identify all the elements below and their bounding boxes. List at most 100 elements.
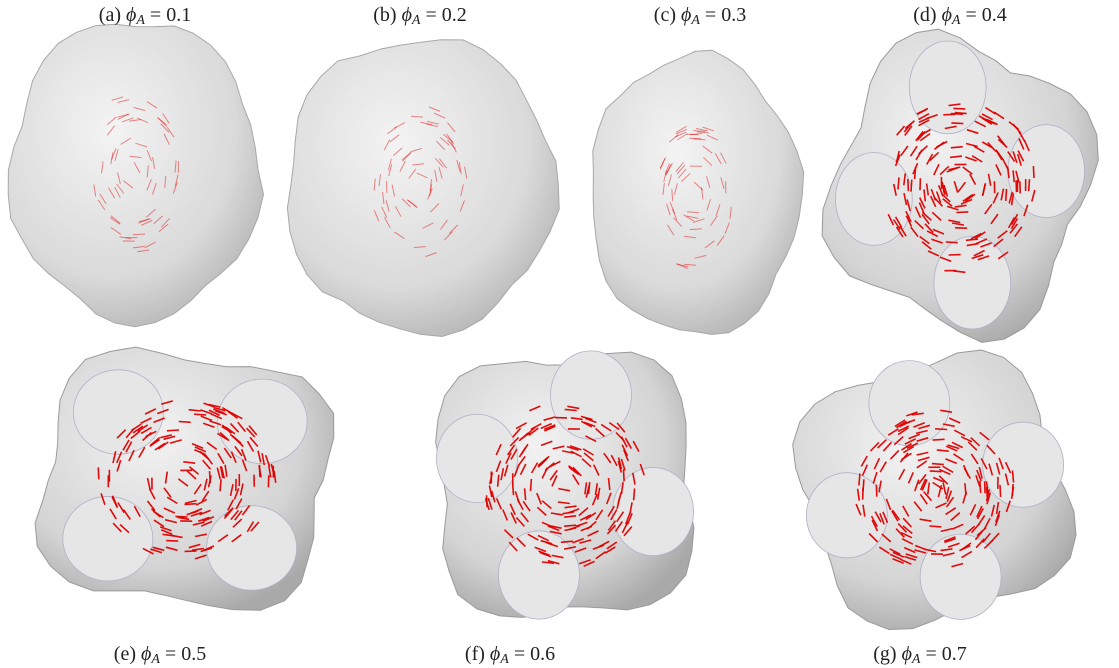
panel-label: (e) xyxy=(114,643,136,665)
lobe xyxy=(983,422,1064,507)
director xyxy=(98,467,99,479)
director xyxy=(1033,166,1034,178)
director xyxy=(951,147,963,148)
relation: = xyxy=(925,643,936,665)
director xyxy=(564,525,576,526)
caption: (a) ϕA =0.1 xyxy=(99,4,191,29)
subscript: A xyxy=(135,13,145,28)
caption: (d) ϕA=0.4 xyxy=(913,4,1007,29)
panel: (a) ϕA =0.1 xyxy=(8,4,263,327)
value: 0.7 xyxy=(942,643,967,665)
value: 0.3 xyxy=(721,4,746,26)
panel: (c) ϕA=0.3 xyxy=(593,4,804,335)
director xyxy=(210,471,211,483)
lobe xyxy=(63,496,153,580)
director xyxy=(929,526,941,527)
director xyxy=(980,481,981,493)
director xyxy=(194,414,206,415)
panel-label: (d) xyxy=(913,4,936,26)
caption: (g) ϕA = 0.7 xyxy=(873,643,967,668)
director xyxy=(946,242,958,243)
director xyxy=(956,212,968,213)
director xyxy=(863,479,864,491)
surface xyxy=(8,24,263,327)
director xyxy=(179,422,191,423)
symbol: ϕ xyxy=(126,4,136,26)
relation: = xyxy=(965,4,976,26)
symbol: ϕ xyxy=(141,643,151,665)
subscript: A xyxy=(411,13,421,28)
value: 0.2 xyxy=(442,4,467,26)
director xyxy=(1000,485,1001,497)
lobe xyxy=(920,534,1001,619)
panel-label: (c) xyxy=(654,4,676,26)
value: 0.5 xyxy=(181,643,206,665)
panel-label: (a) xyxy=(99,4,121,26)
subscript: A xyxy=(499,652,509,667)
subscript: A xyxy=(150,652,160,667)
panel: (g) ϕA = 0.7 xyxy=(793,350,1076,667)
panel-label: (b) xyxy=(373,4,396,26)
relation: = xyxy=(165,643,176,665)
director xyxy=(985,481,986,493)
lobe xyxy=(934,236,1011,329)
director xyxy=(953,108,965,109)
symbol: ϕ xyxy=(681,4,691,26)
symbol: ϕ xyxy=(942,4,952,26)
lobe xyxy=(835,153,912,246)
surface xyxy=(287,40,559,337)
director xyxy=(951,123,963,124)
director xyxy=(634,488,635,500)
symbol: ϕ xyxy=(402,4,412,26)
caption: (b) ϕA = 0.2 xyxy=(373,4,467,29)
panel: (f) ϕA =0.6 xyxy=(436,351,694,667)
director xyxy=(932,464,944,465)
director xyxy=(1029,179,1030,191)
lobe xyxy=(207,506,297,590)
relation: = xyxy=(150,4,161,26)
director xyxy=(561,541,573,542)
director xyxy=(1006,189,1007,201)
panel-label: (g) xyxy=(873,643,896,665)
director xyxy=(175,516,187,517)
value: 0.4 xyxy=(982,4,1007,26)
director xyxy=(1013,170,1014,182)
director xyxy=(933,439,945,440)
director xyxy=(859,474,860,486)
caption: (e) ϕA =0.5 xyxy=(114,643,206,668)
relation: = xyxy=(425,4,436,26)
panel: (d) ϕA=0.4 xyxy=(822,4,1098,343)
lobe xyxy=(806,473,887,558)
symbol: ϕ xyxy=(490,643,500,665)
director xyxy=(965,483,966,495)
panel-label: (f) xyxy=(465,643,485,665)
director xyxy=(911,180,912,192)
symbol: ϕ xyxy=(902,643,912,665)
caption: (f) ϕA =0.6 xyxy=(465,643,555,668)
panel: (e) ϕA =0.5 xyxy=(35,347,334,667)
lobe xyxy=(436,414,517,502)
director xyxy=(1012,484,1013,496)
subscript: A xyxy=(911,652,921,667)
figure: (a) ϕA=0.1(b) ϕA=0.2(c) ϕA=0.3(d) ϕA=0.4… xyxy=(0,0,1119,668)
director xyxy=(133,234,145,235)
director xyxy=(935,429,947,430)
value: 0.6 xyxy=(530,643,555,665)
director xyxy=(908,179,909,191)
director xyxy=(898,177,899,189)
lobe xyxy=(869,361,950,446)
lobe xyxy=(217,379,307,463)
relation: = xyxy=(514,643,525,665)
relation: = xyxy=(705,4,716,26)
director xyxy=(565,409,577,410)
director xyxy=(1013,471,1014,483)
director xyxy=(166,541,178,542)
value: 0.1 xyxy=(166,4,191,26)
director xyxy=(220,479,221,491)
director xyxy=(930,471,942,472)
surface xyxy=(593,50,804,334)
director xyxy=(624,469,625,481)
director xyxy=(525,488,526,500)
caption: (c) ϕA=0.3 xyxy=(654,4,746,29)
director xyxy=(531,479,532,491)
